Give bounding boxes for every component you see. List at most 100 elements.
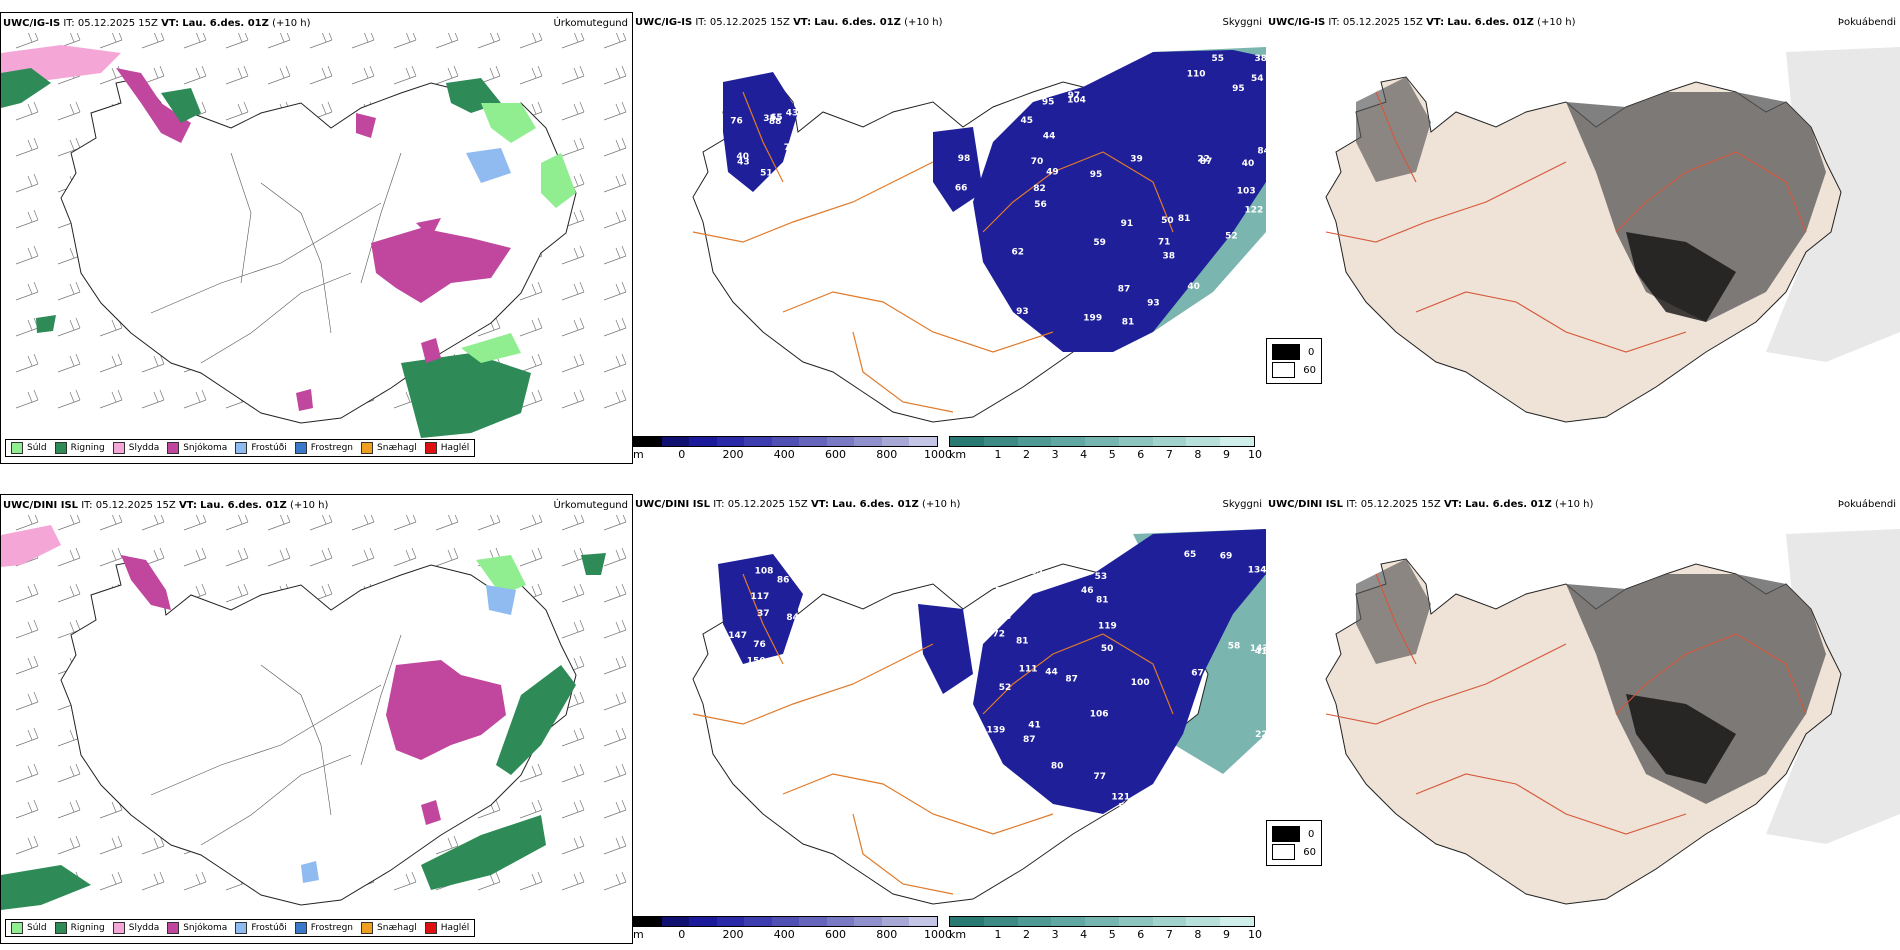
wind-barb — [57, 835, 81, 855]
wind-barb — [393, 871, 417, 891]
model-name: UWC/IG-IS — [3, 18, 61, 29]
wind-barb — [15, 389, 39, 409]
precip-legend-label: Súld — [27, 923, 47, 933]
wind-barb — [519, 547, 543, 567]
cloud-map: 114 95 91 93 82 62 51 43 56 81 70 84 93 95 87 95 60 72 70 8… — [692, 47, 1267, 423]
vt-label: VT: — [793, 17, 812, 28]
precip-legend-item: Haglél — [424, 442, 469, 454]
precip-legend-label: Snjókoma — [183, 923, 228, 933]
precip-map — [1, 515, 627, 910]
cloud-ceiling-label: 40 — [1187, 282, 1200, 292]
wind-barb — [393, 65, 417, 85]
wind-barb — [309, 515, 333, 531]
visibility-colorbar-tick: 9 — [1222, 928, 1230, 941]
cloud-ceiling-label: 86 — [777, 576, 790, 586]
cloud-ceiling-label: 76 — [753, 640, 766, 650]
cloud-ceiling-label: 103 — [1237, 186, 1256, 196]
cloud-ceiling-label: 57 — [782, 555, 795, 565]
fog-area — [1566, 574, 1826, 804]
cloud-ceiling-label: 38 — [1255, 54, 1267, 64]
panel-header: UWC/IG-IS IT: 05.12.2025 15Z VT: Lau. 6.… — [3, 17, 630, 31]
precip-legend-swatch — [361, 922, 374, 934]
cloud-ceiling-label: 77 — [1094, 772, 1107, 782]
wind-barb — [561, 317, 585, 337]
wind-barb — [603, 101, 627, 121]
cloud-ceiling-label: 45 — [1021, 116, 1034, 126]
fog-panel-bottom: UWC/DINI ISL IT: 05.12.2025 15Z VT: Lau.… — [1266, 494, 1900, 944]
precip-legend-swatch — [11, 922, 23, 934]
ceiling-colorbar-swatch — [909, 917, 938, 926]
cloud-ceiling-label: 54 — [1118, 803, 1131, 813]
snow-area — [121, 555, 171, 610]
rain-area — [401, 353, 531, 438]
wind-barb — [519, 799, 543, 819]
cloud-ceiling-area — [973, 529, 1266, 814]
cloud-ceiling-label: 52 — [999, 683, 1012, 693]
wind-barb — [57, 763, 81, 783]
rain-area — [581, 553, 606, 575]
visibility-colorbar-swatch — [1051, 437, 1086, 446]
wind-barb — [15, 33, 39, 49]
ceiling-colorbar-unit: m — [633, 928, 644, 941]
cloud-ceiling-label: 87 — [1118, 285, 1131, 295]
visibility-colorbar-swatch — [983, 437, 1018, 446]
wind-barb — [519, 317, 543, 337]
visibility-colorbar-tick: 3 — [1051, 448, 1059, 461]
precip-legend-label: Rigning — [70, 443, 105, 453]
fog-swatch-white — [1272, 362, 1296, 378]
cloud-ceiling-label: 117 — [751, 592, 770, 602]
it-value: 05.12.2025 15Z — [727, 499, 808, 510]
wind-barb — [267, 65, 291, 85]
wind-barb — [99, 389, 123, 409]
cloud-ceiling-label: 46 — [1081, 586, 1094, 596]
cloud-ceiling-label: 81 — [1016, 636, 1029, 646]
wind-barb — [519, 389, 543, 409]
it-label: IT: — [1346, 499, 1358, 510]
fog-legend-label: 0 — [1308, 828, 1315, 840]
ceiling-colorbar: m 0 200 400 600 800 1000 — [633, 916, 952, 941]
rain-area — [36, 315, 56, 333]
visibility-colorbar-swatch — [1118, 437, 1153, 446]
precip-legend-label: Snæhagl — [377, 923, 417, 933]
rain-area — [421, 815, 546, 890]
model-name: UWC/DINI ISL — [635, 499, 711, 510]
visibility-colorbar-swatch — [1152, 917, 1187, 926]
precip-legend-swatch — [235, 922, 248, 934]
wind-barb — [603, 353, 627, 373]
ceiling-colorbar-swatch — [634, 437, 662, 446]
visibility-colorbar-tick: 1 — [994, 448, 1002, 461]
wind-barb — [561, 137, 585, 157]
precip-legend-label: Frostúði — [251, 923, 287, 933]
wind-barb — [15, 173, 39, 193]
vt-value: Lau. 6.des. 01Z — [1465, 499, 1552, 510]
snow-area — [416, 218, 441, 238]
wind-barb — [603, 137, 627, 157]
cloud-ceiling-label: 40 — [737, 152, 750, 162]
vt-value: Lau. 6.des. 01Z — [832, 499, 919, 510]
precip-legend-label: Slydda — [128, 443, 160, 453]
visibility-colorbar: km 1 2 3 4 5 6 7 8 9 10 — [949, 436, 1262, 461]
panel-header: UWC/IG-IS IT: 05.12.2025 15Z VT: Lau. 6.… — [1268, 16, 1898, 30]
fog-legend-label: 60 — [1303, 846, 1316, 858]
cloud-ceiling-label: 81 — [1096, 596, 1109, 606]
cloud-ceiling-label: 93 — [1016, 307, 1029, 317]
cloud-ceiling-label: 108 — [755, 567, 774, 577]
wind-barb — [57, 583, 81, 603]
ceiling-colorbar-swatch — [661, 437, 690, 446]
roads — [1325, 91, 1807, 353]
fog-area — [1356, 77, 1431, 182]
ceiling-colorbar-unit: m — [633, 448, 644, 461]
cloud-ceiling-label: 65 — [770, 113, 783, 123]
precip-legend-item: Frostregn — [294, 442, 353, 454]
wind-barb — [225, 583, 249, 603]
cloud-ceiling-label: 65 — [1184, 550, 1197, 560]
visibility-colorbar-swatch — [1152, 437, 1187, 446]
precip-legend-item: Súld — [11, 922, 47, 934]
precip-panel-bottom: UWC/DINI ISL IT: 05.12.2025 15Z VT: Lau.… — [0, 494, 633, 944]
panel-header: UWC/DINI ISL IT: 05.12.2025 15Z VT: Lau.… — [3, 499, 630, 513]
panel-header: UWC/DINI ISL IT: 05.12.2025 15Z VT: Lau.… — [1268, 498, 1898, 512]
visibility-colorbar-tick: 4 — [1080, 448, 1088, 461]
cloud-ceiling-label: 70 — [1031, 157, 1044, 167]
snow-area — [421, 800, 441, 825]
wind-barb — [603, 209, 627, 229]
